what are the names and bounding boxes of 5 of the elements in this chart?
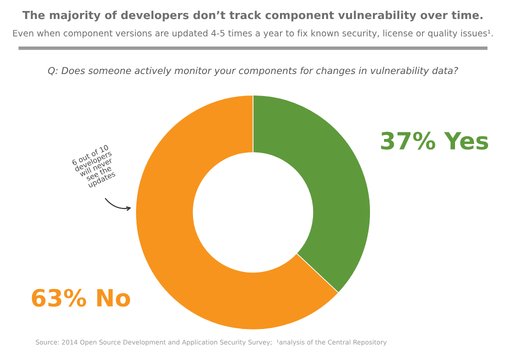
slice-label: 37% Yes xyxy=(381,132,488,150)
chart-subtitle: Even when component versions are updated 4-5 times a year to fix known security, license or quality issues¹. xyxy=(13,30,493,38)
slice-label: 63% No xyxy=(32,288,130,307)
text: Q: Does someone actively monitor your components for changes in vulnerability data? xyxy=(48,66,458,76)
chart-title: The majority of developers don’t track component vulnerability over time. xyxy=(22,10,482,22)
